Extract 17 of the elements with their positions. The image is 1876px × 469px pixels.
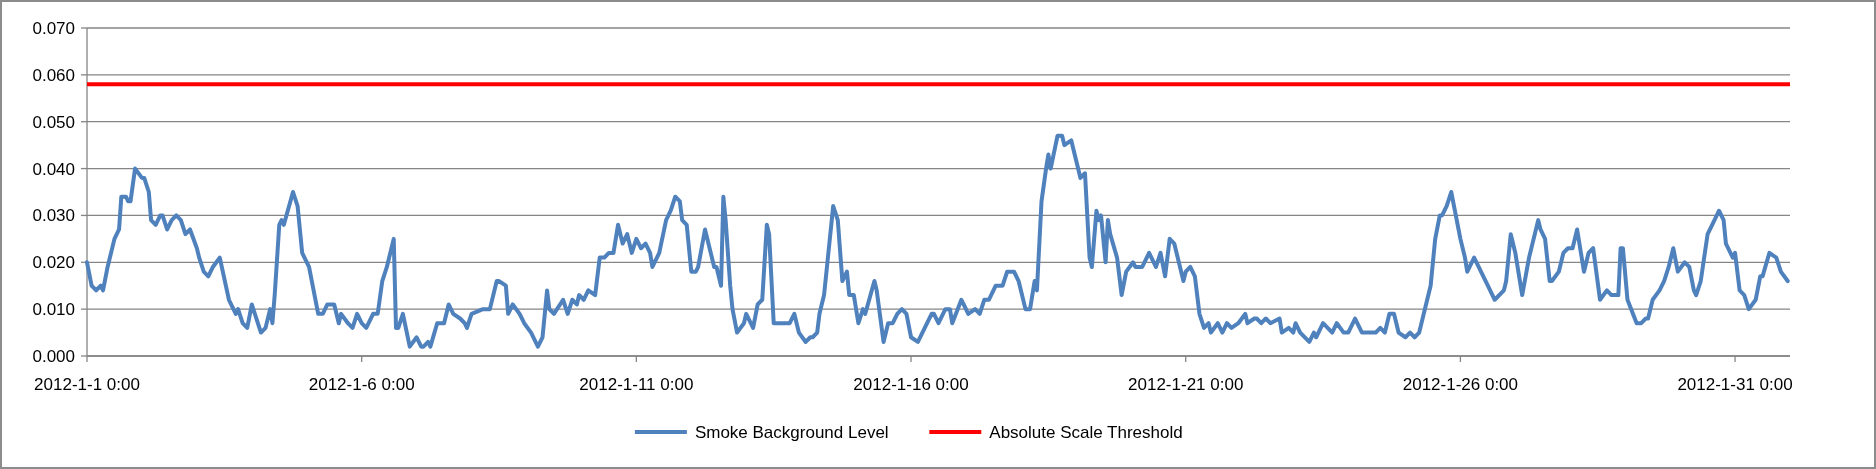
x-tick-label: 2012-1-31 0:00 — [1677, 375, 1793, 394]
y-tick-label: 0.030 — [32, 206, 75, 226]
y-tick-label: 0.000 — [32, 346, 75, 366]
y-tick-label: 0.060 — [32, 65, 75, 85]
y-tick-label: 0.010 — [32, 300, 75, 320]
y-tick-label: 0.040 — [32, 159, 75, 179]
y-tick-label: 0.050 — [32, 112, 75, 132]
x-tick-label: 2012-1-6 0:00 — [308, 375, 415, 394]
x-tick-label: 2012-1-26 0:00 — [1402, 375, 1519, 394]
x-tick-label: 2012-1-21 0:00 — [1128, 375, 1244, 394]
x-tick-label: 2012-1-1 0:00 — [34, 375, 140, 394]
y-tick-label: 0.020 — [32, 253, 75, 273]
legend-label: Absolute Scale Threshold — [989, 422, 1183, 442]
y-tick-label: 0.070 — [32, 18, 75, 38]
x-tick-label: 2012-1-11 0:00 — [579, 375, 694, 394]
legend-label: Smoke Background Level — [694, 422, 889, 442]
x-tick-label: 2012-1-16 0:00 — [853, 375, 969, 394]
